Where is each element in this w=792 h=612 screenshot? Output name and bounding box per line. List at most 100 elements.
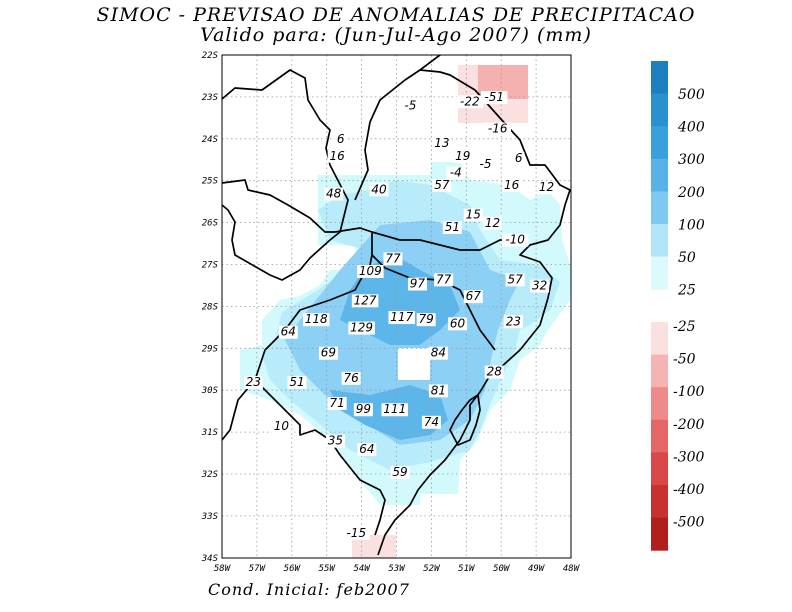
anomaly-value-label: 60: [450, 316, 466, 330]
colorbar-box-negative: [651, 387, 668, 421]
value-label-background: [334, 132, 347, 146]
value-label-background: [357, 443, 377, 457]
value-label-background: [341, 371, 361, 385]
value-label-background: [428, 384, 448, 398]
missing-data-area: [398, 348, 430, 380]
latitude-labels: 22S 23S 24S 25S 26S 27S 28S 29S 30S 31S 32S 33S 34S: [201, 51, 219, 564]
value-label-background: [351, 294, 379, 308]
anomaly-value-label: -5: [480, 157, 492, 171]
value-label-background: [381, 403, 409, 417]
value-label-background: [302, 313, 330, 327]
colorbar-label: 200: [677, 185, 705, 201]
anomaly-value-label: 64: [281, 325, 296, 339]
longitude-tick-label: 54W: [353, 564, 371, 574]
latitude-tick-label: 23S: [202, 93, 219, 103]
value-label-background: [432, 137, 452, 151]
colorbar-labels: 500 400 300 200 100 50 25 -25 -50 -100 -200 -300 -40…: [673, 87, 705, 531]
value-label-background: [324, 187, 344, 201]
latitude-tick-label: 22S: [202, 51, 219, 61]
anomaly-value-label: 99: [356, 402, 371, 416]
value-label-background: [446, 166, 466, 180]
value-label-background: [357, 264, 384, 278]
anomaly-value-label: -16: [488, 122, 508, 136]
value-label-background: [325, 434, 345, 448]
value-label-background: [537, 181, 557, 195]
anomaly-value-label: 15: [466, 207, 481, 221]
anomaly-value-label: 67: [466, 289, 482, 303]
latitude-tick-label: 25S: [202, 177, 219, 187]
anomaly-value-label: 81: [431, 383, 446, 397]
anomaly-value-label: 77: [385, 251, 401, 265]
anomaly-value-label: 97: [410, 277, 426, 291]
colorbar-box-positive: [651, 224, 668, 258]
value-label-background: [434, 273, 454, 287]
anomaly-value-label: 16: [504, 178, 520, 192]
border-argentina: [221, 269, 367, 441]
value-label-background: [327, 149, 347, 163]
colorbar-box-positive: [651, 61, 668, 95]
colorbar-box-negative: [651, 419, 668, 453]
value-label-background: [480, 91, 508, 105]
anomaly-value-label: 48: [326, 186, 342, 200]
colorbar-box-positive: [651, 256, 668, 290]
colorbar-label: -300: [673, 449, 705, 465]
value-label-background: [456, 95, 484, 109]
value-label-background: [353, 403, 373, 417]
colorbar-label: -50: [673, 352, 696, 368]
anomaly-value-label: 32: [532, 279, 547, 293]
lagoa-dos-patos: [449, 394, 481, 446]
value-label-background: [484, 122, 511, 136]
value-label-background: [475, 158, 495, 172]
latitude-tick-label: 34S: [201, 554, 219, 564]
border-ne: [354, 121, 371, 201]
longitude-tick-label: 52W: [423, 564, 441, 574]
anomaly-value-label: 76: [343, 371, 359, 385]
longitude-tick-label: 55W: [319, 564, 337, 574]
anomaly-value-label: 111: [383, 402, 406, 416]
anomaly-value-label: 57: [508, 272, 524, 286]
anomaly-value-label: 64: [359, 442, 374, 456]
latitude-tick-label: 27S: [202, 261, 219, 271]
colorbar-box-positive: [651, 126, 668, 160]
value-label-background: [442, 220, 462, 234]
value-label-background: [463, 208, 483, 222]
colorbar-box-positive: [651, 191, 668, 225]
value-label-background: [318, 346, 338, 360]
initial-condition-note: Cond. Inicial: feb2007: [208, 580, 410, 599]
colorbar-label: -25: [673, 319, 696, 335]
value-label-background: [287, 376, 307, 390]
anomaly-value-label: 19: [455, 149, 470, 163]
colorbar-label: 300: [678, 152, 705, 168]
value-label-background: [503, 315, 523, 329]
anomaly-value-label: 69: [321, 346, 336, 360]
longitude-tick-label: 49W: [528, 564, 546, 574]
anomaly-value-label: 109: [359, 264, 382, 278]
longitude-tick-label: 50W: [493, 564, 511, 574]
anomaly-value-label: 6: [515, 151, 523, 165]
longitude-tick-label: 56W: [284, 564, 302, 574]
map-subtitle: Valido para: (Jun-Jul-Ago 2007) (mm): [200, 24, 592, 46]
longitude-tick-label: 57W: [249, 564, 267, 574]
value-label-background: [400, 99, 420, 113]
colorbar-label: -400: [673, 482, 705, 498]
value-label-background: [502, 179, 522, 193]
value-label-background: [388, 311, 415, 325]
anomaly-value-label: 129: [350, 321, 373, 335]
anomaly-value-label: 35: [328, 434, 343, 448]
anomaly-value-label: -22: [460, 94, 480, 108]
longitude-tick-label: 53W: [388, 564, 406, 574]
anomaly-value-label: -15: [347, 526, 367, 540]
value-label-background: [271, 420, 291, 434]
value-label-background: [530, 279, 550, 293]
anomaly-value-label: 77: [436, 272, 452, 286]
anomaly-value-label: 71: [330, 396, 345, 410]
value-label-background: [482, 216, 502, 230]
negative-anomaly-area-south: [352, 535, 396, 558]
latitude-tick-label: 29S: [202, 344, 219, 354]
state-line-sc-rs: [371, 231, 520, 251]
colorbar-boxes: [651, 61, 668, 551]
value-label-background: [448, 317, 468, 331]
anomaly-value-label: 12: [485, 216, 500, 230]
